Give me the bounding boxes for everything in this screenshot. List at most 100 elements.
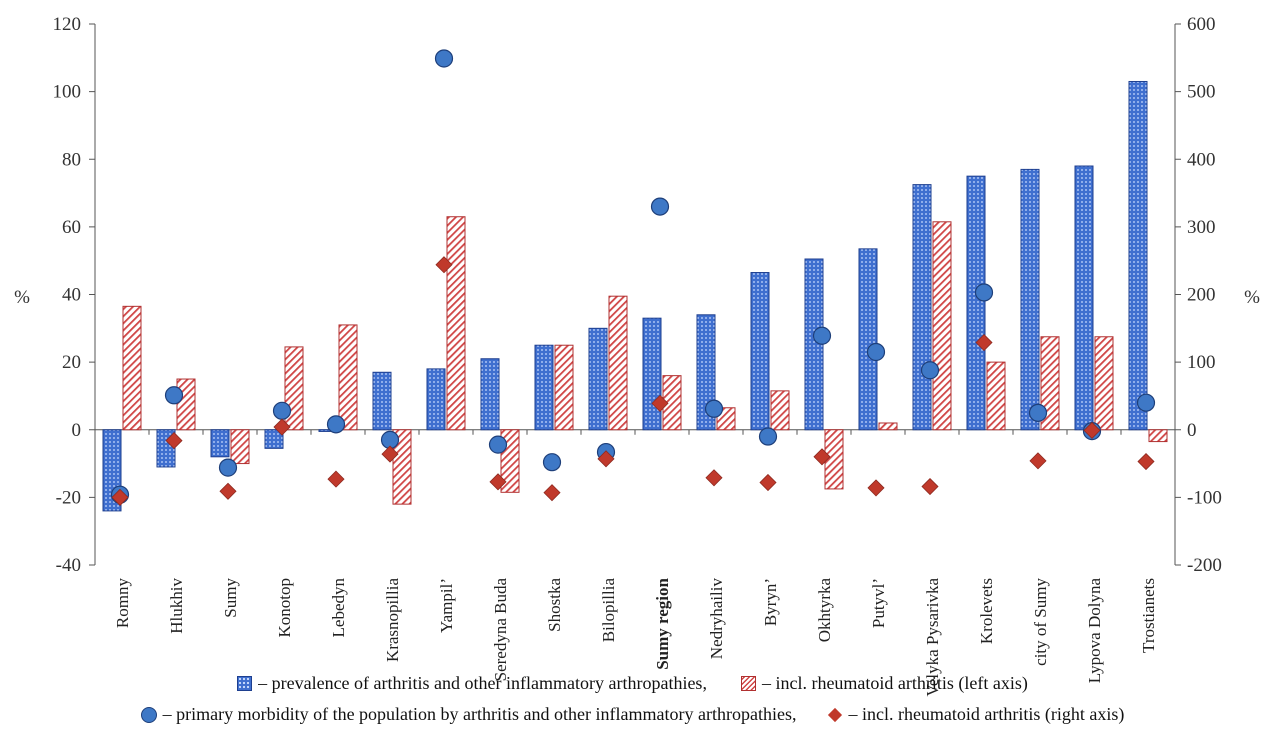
right-tick-label: 500 — [1187, 82, 1216, 103]
point-morbidity — [218, 458, 238, 477]
point-rheumatoid-right — [597, 450, 615, 468]
bar-rheumatoid-left — [986, 361, 1006, 431]
point-morbidity — [542, 453, 562, 472]
right-tick-label: 400 — [1187, 149, 1216, 170]
point-morbidity — [812, 326, 832, 345]
point-morbidity — [650, 197, 670, 216]
point-rheumatoid-right — [165, 432, 183, 450]
point-rheumatoid-right — [219, 482, 237, 500]
point-rheumatoid-right — [975, 333, 993, 352]
left-tick-label: 80 — [62, 149, 81, 170]
category-label: Shostka — [545, 578, 564, 632]
legend-swatch-prevalence — [237, 676, 253, 691]
bar-prevalence — [372, 371, 392, 431]
legend-row-1: – prevalence of arthritis and other infl… — [0, 673, 1265, 694]
category-label: Yampil’ — [437, 578, 456, 633]
point-rheumatoid-right — [543, 484, 561, 502]
point-rheumatoid-right — [273, 418, 291, 436]
point-rheumatoid-right — [381, 445, 399, 463]
left-tick-label: 40 — [62, 285, 81, 306]
category-label: Nedryhailiv — [707, 578, 726, 660]
point-rheumatoid-right — [435, 256, 453, 274]
bar-prevalence — [534, 344, 554, 431]
left-tick-label: 100 — [53, 82, 82, 103]
right-tick-label: 200 — [1187, 285, 1216, 306]
category-label: Lebedyn — [329, 578, 348, 638]
point-morbidity — [1028, 403, 1048, 422]
category-label: Putyvl’ — [869, 578, 888, 628]
right-axis-label: % — [1244, 287, 1260, 308]
point-morbidity — [326, 415, 346, 434]
right-tick-label: -100 — [1187, 487, 1222, 508]
legend-label-ra-left: – incl. rheumatoid arthritis (left axis) — [761, 673, 1028, 693]
left-tick-label: 60 — [62, 217, 81, 238]
markers — [110, 49, 1156, 506]
left-tick-label: 20 — [62, 352, 81, 373]
bar-rheumatoid-left — [176, 378, 196, 431]
point-morbidity — [272, 401, 292, 420]
bar-rheumatoid-left — [608, 295, 628, 431]
bar-rheumatoid-left — [932, 221, 952, 431]
right-tick-label: 100 — [1187, 352, 1216, 373]
bar-prevalence — [966, 175, 986, 431]
bar-rheumatoid-left — [392, 429, 412, 505]
legend-label-ra-right: – incl. rheumatoid arthritis (right axis… — [848, 704, 1125, 724]
bar-prevalence — [1128, 80, 1148, 431]
bar-prevalence — [264, 429, 284, 449]
point-morbidity — [920, 361, 940, 380]
bar-rheumatoid-left — [554, 344, 574, 431]
bar-prevalence — [210, 429, 230, 458]
point-morbidity — [758, 427, 778, 446]
axes — [89, 23, 1181, 566]
bar-rheumatoid-left — [122, 305, 142, 431]
right-tick-label: 300 — [1187, 217, 1216, 238]
point-rheumatoid-right — [759, 473, 777, 492]
bar-prevalence — [426, 368, 446, 431]
bar-rheumatoid-left — [1148, 429, 1168, 443]
category-label: Lypova Dolyna — [1085, 578, 1104, 684]
legend-label-prevalence: – prevalence of arthritis and other infl… — [258, 673, 707, 693]
bar-rheumatoid-left — [230, 429, 250, 465]
bars — [102, 80, 1168, 512]
bar-rheumatoid-left — [1040, 336, 1060, 431]
point-rheumatoid-right — [1083, 421, 1101, 439]
point-morbidity — [866, 342, 886, 362]
point-rheumatoid-right — [921, 477, 939, 496]
legend-swatch-ra-right — [828, 707, 843, 722]
bar-prevalence — [1074, 165, 1094, 431]
right-tick-label: -200 — [1187, 555, 1222, 576]
point-rheumatoid-right — [1137, 452, 1155, 471]
bar-rheumatoid-left — [338, 324, 358, 431]
bar-rheumatoid-left — [770, 390, 790, 431]
category-label: city of Sumy — [1031, 578, 1050, 666]
category-label: Hlukhiv — [167, 578, 186, 634]
legend-label-morbidity: – primary morbidity of the population by… — [162, 704, 797, 724]
bar-prevalence — [858, 248, 878, 431]
left-tick-label: -20 — [56, 487, 81, 508]
point-morbidity — [974, 283, 994, 302]
bar-prevalence — [1020, 168, 1040, 431]
point-rheumatoid-right — [651, 394, 669, 412]
point-rheumatoid-right — [111, 488, 129, 506]
legend-swatch-morbidity — [140, 706, 157, 723]
point-morbidity — [1136, 393, 1156, 412]
labels: -40-20020406080100120-200-10001002003004… — [53, 14, 1222, 697]
point-morbidity — [164, 386, 184, 405]
category-label: Okhtyrka — [815, 578, 834, 643]
left-tick-label: -40 — [56, 555, 81, 576]
left-axis-label: % — [14, 287, 30, 308]
point-rheumatoid-right — [489, 473, 507, 491]
bar-prevalence — [642, 317, 662, 431]
point-rheumatoid-right — [867, 479, 885, 497]
bar-prevalence — [912, 184, 932, 431]
category-label: Byryn’ — [761, 578, 780, 626]
category-label: Romny — [113, 578, 132, 629]
point-morbidity — [488, 435, 508, 454]
category-label: Krasnopillia — [383, 578, 402, 662]
point-rheumatoid-right — [327, 470, 345, 488]
bar-rheumatoid-left — [446, 216, 466, 431]
point-morbidity — [704, 399, 724, 418]
category-label: Velyka Pysarivka — [923, 578, 942, 697]
left-tick-label: 0 — [72, 420, 82, 441]
